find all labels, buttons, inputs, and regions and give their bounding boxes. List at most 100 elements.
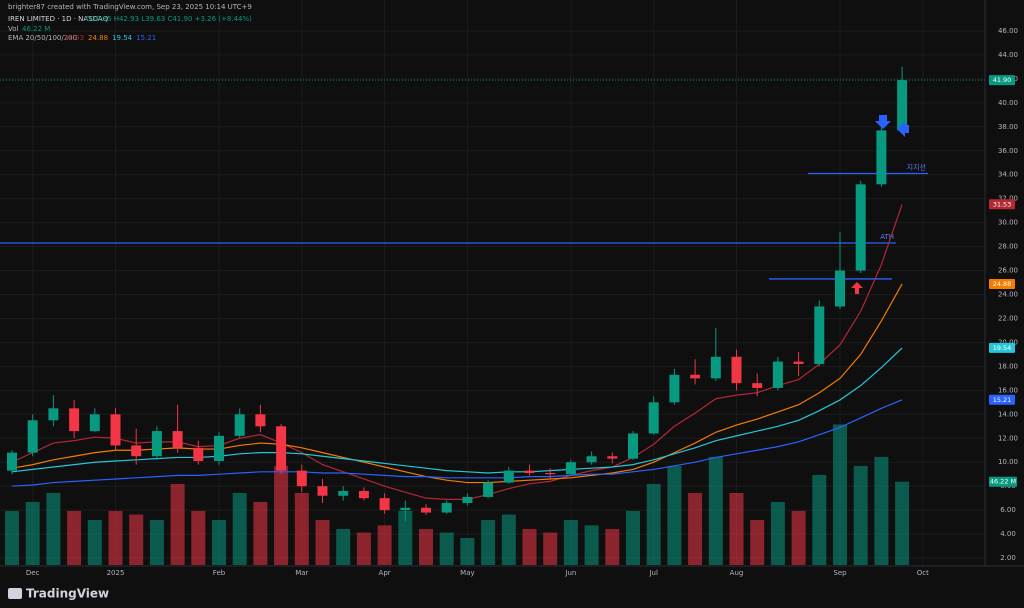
candle-body: [855, 184, 866, 271]
y-tick-label: 12.00: [998, 434, 1018, 442]
y-tick-label: 28.00: [998, 243, 1018, 251]
y-tick-label: 24.00: [998, 291, 1018, 299]
volume-bar: [170, 483, 185, 565]
x-tick-label: Feb: [213, 569, 226, 577]
volume-bar: [750, 519, 765, 565]
volume-bar: [212, 519, 226, 565]
arrow-right: [897, 121, 909, 137]
candle-body: [565, 462, 576, 475]
volume-bar: [149, 519, 164, 565]
candle-body: [669, 374, 680, 403]
brand: TradingView: [26, 587, 109, 601]
y-tick-label: 46.00: [998, 27, 1018, 35]
vol-label: Vol: [8, 25, 19, 33]
ema-line: [11, 399, 903, 487]
footer: [0, 580, 1024, 608]
volume-bar: [626, 510, 640, 565]
volume-bar: [232, 492, 247, 565]
y-tick-label: 14.00: [998, 410, 1018, 418]
x-tick-label: Apr: [379, 569, 391, 577]
candle-body: [731, 356, 742, 384]
y-tick-label: 4.00: [1000, 530, 1016, 538]
level-label: 지지선: [907, 163, 926, 172]
volume-label-bg: [989, 476, 1017, 487]
ema-label: EMA 20/50/100/200: [8, 34, 77, 42]
candle-body: [648, 402, 659, 434]
volume-bar: [501, 514, 516, 565]
candle-body: [69, 408, 80, 432]
price-label: 15.21: [993, 396, 1012, 404]
candle-body: [234, 414, 245, 436]
candle-body: [214, 435, 224, 462]
ema-legend-value: 24.88: [88, 34, 108, 42]
y-tick-label: 2.00: [1000, 554, 1016, 562]
volume-bar: [377, 525, 392, 565]
candle-body: [89, 414, 100, 432]
x-tick-label: Aug: [730, 569, 744, 577]
candle-body: [358, 490, 369, 499]
y-tick-label: 16.00: [998, 386, 1018, 394]
candle-body: [586, 456, 597, 463]
x-tick-label: Jul: [648, 569, 658, 577]
candle-body: [710, 356, 721, 379]
volume-bar: [522, 528, 537, 565]
x-tick-label: May: [460, 569, 474, 577]
vol-value: 46.22 M: [22, 25, 50, 33]
y-tick-label: 20.00: [998, 338, 1018, 346]
price-label-bg: [989, 342, 1015, 353]
volume-bar: [833, 424, 847, 565]
y-tick-label: 32.00: [998, 195, 1018, 203]
volume-bar: [398, 510, 413, 565]
candle-body: [193, 447, 204, 462]
logo: [8, 588, 22, 599]
volume-bar: [812, 474, 827, 565]
price-label-bg: [989, 278, 1015, 289]
volume-bar: [315, 519, 330, 565]
candle-body: [690, 374, 701, 379]
price-label: 41.90: [993, 76, 1012, 84]
volume-bar: [543, 532, 558, 565]
volume-bar: [108, 510, 123, 565]
candle-body: [27, 420, 38, 453]
y-tick-label: 26.00: [998, 267, 1018, 275]
candle-body: [545, 472, 556, 475]
x-tick-label: 2025: [107, 569, 125, 577]
candle-body: [276, 426, 287, 471]
volume-bar: [605, 528, 620, 565]
volume-bar: [688, 492, 703, 565]
ema-legend-value: 15.21: [136, 34, 156, 42]
y-tick-label: 22.00: [998, 314, 1018, 322]
volume-bar: [67, 510, 82, 565]
x-tick-label: Jun: [564, 569, 576, 577]
y-tick-label: 30.00: [998, 219, 1018, 227]
candle-body: [814, 306, 825, 364]
ema-legend-value: 19.54: [112, 34, 133, 42]
candle-body: [897, 80, 908, 131]
y-tick-label: 34.00: [998, 171, 1018, 179]
candle-body: [503, 470, 514, 483]
candle-body: [793, 361, 804, 364]
volume-bar: [129, 514, 144, 565]
candle-body: [151, 431, 162, 457]
volume-bar: [336, 528, 351, 565]
x-tick-label: Dec: [26, 569, 40, 577]
volume-bar: [419, 528, 433, 565]
ema-values: 31.53 24.88 19.54 15.21: [64, 34, 156, 42]
volume-bar: [481, 519, 496, 565]
candle-body: [628, 433, 638, 459]
ema-legend-value: 31.53: [64, 34, 84, 42]
volume-bar: [274, 465, 289, 565]
ema-line: [11, 347, 903, 474]
volume-bar: [294, 492, 309, 565]
volume-bar: [770, 501, 785, 565]
candle-body: [607, 456, 618, 459]
candle-body: [772, 361, 783, 388]
volume-bar: [853, 465, 868, 565]
y-tick-label: 6.00: [1000, 506, 1016, 514]
y-tick-label: 38.00: [998, 123, 1018, 131]
price-label-bg: [989, 199, 1015, 210]
volume-bar: [895, 481, 910, 565]
price-label: 24.88: [993, 280, 1012, 288]
candle-body: [483, 482, 494, 497]
